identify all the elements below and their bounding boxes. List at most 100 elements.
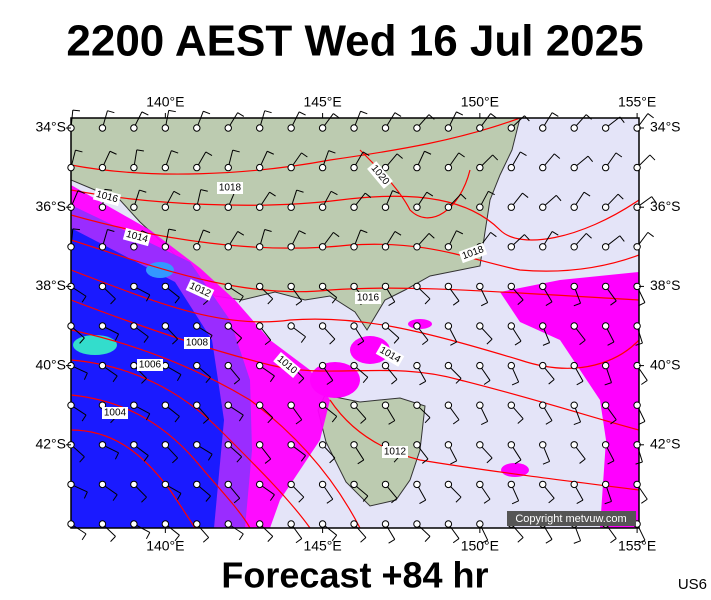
barb-flag	[200, 189, 208, 192]
barb-flag	[360, 110, 368, 115]
station	[130, 480, 138, 489]
barb-flag	[511, 381, 519, 386]
barb-flag	[517, 537, 524, 543]
barb-flag	[326, 498, 334, 504]
barb-flag	[641, 380, 648, 385]
barb-flag	[109, 150, 117, 155]
barb-flag	[172, 457, 178, 464]
station	[287, 243, 295, 251]
station	[161, 520, 170, 528]
barb-flag	[460, 193, 467, 200]
barb-flag	[205, 376, 211, 384]
station	[539, 480, 547, 489]
station	[507, 203, 515, 211]
isobar-label: 1006	[137, 359, 163, 371]
station	[413, 163, 421, 172]
station	[476, 163, 484, 172]
barb-flag	[81, 414, 87, 422]
station	[476, 480, 484, 489]
station	[413, 124, 421, 132]
station	[413, 361, 421, 370]
station	[601, 282, 610, 291]
station	[161, 441, 170, 449]
station	[381, 401, 390, 409]
station	[287, 441, 295, 449]
barb-flag	[388, 539, 396, 544]
station	[413, 441, 421, 449]
station	[98, 203, 107, 211]
barb-flag	[393, 337, 400, 344]
barb-flag	[328, 150, 336, 154]
station	[444, 401, 453, 409]
station	[539, 203, 547, 211]
barb-flag	[619, 235, 625, 242]
station	[507, 361, 515, 370]
station	[256, 480, 264, 489]
barb-flag	[77, 190, 85, 194]
isobar-label-box	[355, 292, 381, 304]
station	[130, 203, 138, 211]
station	[161, 203, 170, 211]
station	[476, 203, 484, 211]
barb-flag	[238, 295, 244, 303]
station	[224, 203, 232, 211]
rain-spot	[146, 262, 174, 278]
station	[98, 163, 107, 172]
barb-flag	[392, 190, 400, 194]
barb-flag	[233, 497, 241, 504]
barb-flag	[638, 539, 646, 544]
station	[601, 203, 610, 211]
station	[381, 282, 390, 291]
barb-flag	[450, 460, 457, 465]
station	[381, 520, 390, 528]
barb-flag	[424, 150, 432, 155]
station	[381, 361, 390, 370]
barb-flag	[388, 420, 396, 425]
barb-flag	[330, 190, 338, 196]
station	[476, 401, 484, 409]
station	[413, 520, 421, 528]
barb-flag	[79, 456, 85, 463]
barb-flag	[143, 336, 149, 343]
rain-spot	[73, 335, 117, 355]
isobar-label-box	[185, 279, 215, 301]
station	[413, 401, 421, 409]
barb-flag	[295, 538, 303, 544]
station	[350, 243, 358, 251]
barb-flag	[524, 234, 530, 241]
station	[601, 361, 610, 370]
station	[381, 322, 390, 330]
station	[539, 441, 547, 449]
barb-flag	[452, 538, 460, 544]
station	[539, 282, 547, 291]
barb-flag	[551, 112, 559, 117]
barb-flag	[456, 111, 464, 116]
station	[444, 243, 453, 251]
station	[507, 124, 515, 132]
barb-flag	[136, 149, 144, 152]
station	[256, 203, 264, 211]
station	[413, 480, 421, 489]
station	[350, 361, 358, 370]
barb-flag	[114, 452, 120, 460]
barb-flag	[455, 496, 462, 503]
station	[224, 243, 232, 251]
lon-label: 150°E	[461, 94, 499, 110]
barb-flag	[267, 298, 274, 305]
barb-flag	[428, 233, 435, 239]
station	[539, 243, 547, 251]
barb-flag	[610, 419, 617, 425]
station	[193, 361, 201, 370]
barb-flag	[237, 112, 245, 117]
barb-flag	[145, 532, 151, 540]
rain-heavy	[71, 228, 224, 528]
barb-flag	[647, 231, 654, 238]
barb-flag	[81, 533, 87, 541]
station	[287, 282, 295, 291]
station	[161, 124, 170, 132]
isobar-label-box	[92, 187, 122, 207]
barb-flag	[452, 300, 460, 306]
station	[130, 322, 138, 330]
barb-flag	[419, 499, 426, 505]
station	[350, 282, 358, 291]
